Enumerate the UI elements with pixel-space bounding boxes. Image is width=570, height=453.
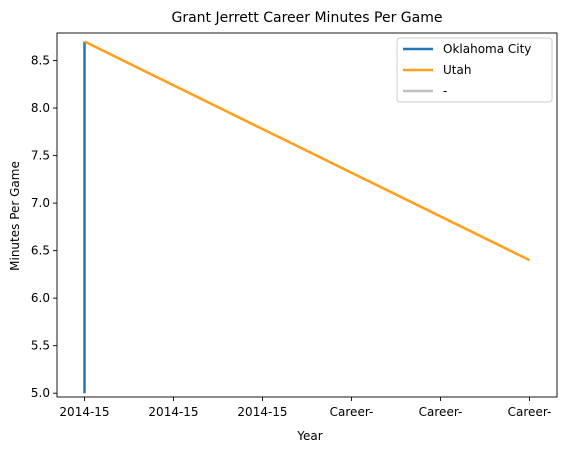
x-axis: 2014-15 2014-15 2014-15 Career- Career- Caree… [59, 397, 551, 419]
y-tick-label: 8.0 [31, 101, 50, 115]
legend-label-oklahoma-city: Oklahoma City [443, 42, 531, 56]
y-tick-label: 7.0 [31, 196, 50, 210]
series-line-utah [83, 40, 531, 262]
legend-label-dash: - [443, 84, 447, 98]
y-tick-label: 8.5 [31, 54, 50, 68]
y-tick-label: 5.5 [31, 339, 50, 353]
y-tick-label: 7.5 [31, 149, 50, 163]
chart-title: Grant Jerrett Career Minutes Per Game [172, 10, 443, 26]
y-tick-label: 6.0 [31, 291, 50, 305]
y-tick-label: 6.5 [31, 244, 50, 258]
legend: Oklahoma City Utah - [396, 37, 553, 103]
x-axis-label: Year [296, 429, 322, 443]
x-tick-label: 2014-15 [237, 405, 287, 419]
x-tick-label: 2014-15 [59, 405, 109, 419]
x-tick-label: Career- [508, 405, 552, 419]
y-axis: 5.0 5.5 6.0 6.5 7.0 7.5 8.0 8.5 [31, 54, 57, 400]
legend-label-utah: Utah [443, 63, 471, 77]
x-tick-label: 2014-15 [148, 405, 198, 419]
plot-lines [83, 40, 531, 394]
x-tick-label: Career- [330, 405, 374, 419]
plot-frame [56, 32, 558, 398]
y-tick-label: 5.0 [31, 386, 50, 400]
x-tick-label: Career- [419, 405, 463, 419]
legend-box [396, 37, 553, 103]
y-axis-label: Minutes Per Game [8, 161, 22, 271]
